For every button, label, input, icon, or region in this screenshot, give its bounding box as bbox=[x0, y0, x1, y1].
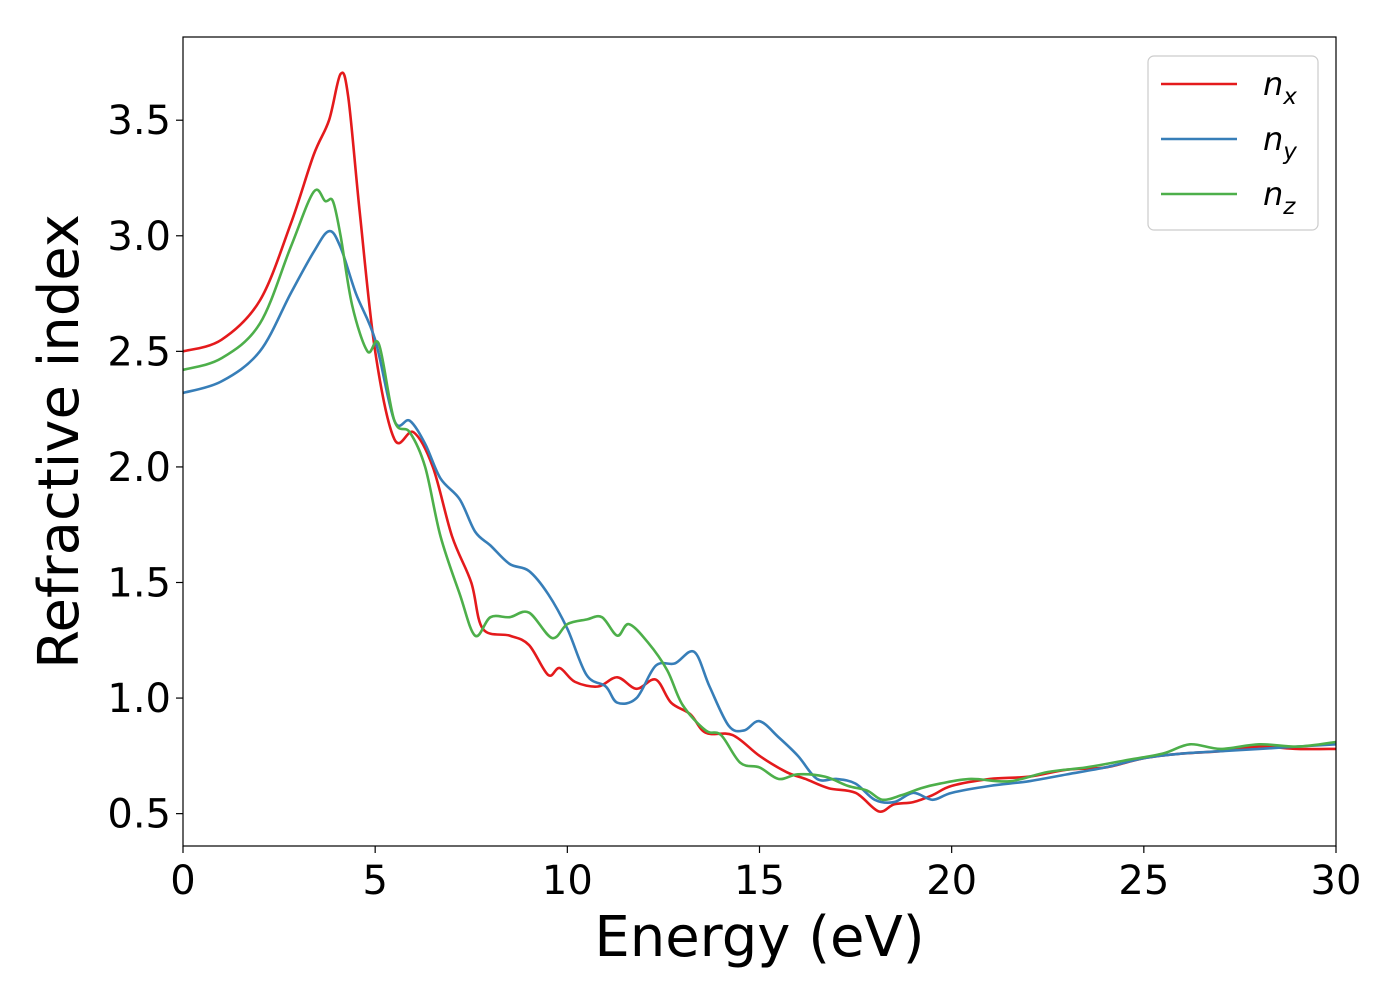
y-tick-label: 1.0 bbox=[107, 676, 171, 722]
x-tick-label: 10 bbox=[542, 858, 593, 904]
series-line-nz bbox=[183, 188, 1336, 802]
y-tick-label: 3.5 bbox=[107, 98, 171, 144]
y-tick-label: 3.0 bbox=[107, 214, 171, 260]
y-tick-label: 0.5 bbox=[107, 792, 171, 838]
plot-area bbox=[183, 37, 1336, 846]
series-lines bbox=[183, 71, 1336, 813]
y-tick-label: 2.5 bbox=[107, 329, 171, 375]
legend-box bbox=[1147, 55, 1319, 231]
series-line-ny bbox=[183, 229, 1336, 804]
y-tick-label: 1.5 bbox=[107, 560, 171, 606]
y-axis-label: Refractive index bbox=[27, 214, 92, 669]
x-tick-label: 30 bbox=[1311, 858, 1362, 904]
x-tick-label: 25 bbox=[1118, 858, 1169, 904]
x-tick-label: 0 bbox=[170, 858, 195, 904]
x-axis: 0 5 10 15 20 25 30 bbox=[170, 846, 1361, 904]
x-tick-label: 20 bbox=[926, 858, 977, 904]
x-tick-label: 15 bbox=[734, 858, 785, 904]
x-axis-label: Energy (eV) bbox=[594, 905, 924, 970]
y-axis: 0.5 1.0 1.5 2.0 2.5 3.0 3.5 bbox=[107, 98, 183, 838]
y-tick-label: 2.0 bbox=[107, 445, 171, 491]
x-tick-label: 5 bbox=[362, 858, 387, 904]
